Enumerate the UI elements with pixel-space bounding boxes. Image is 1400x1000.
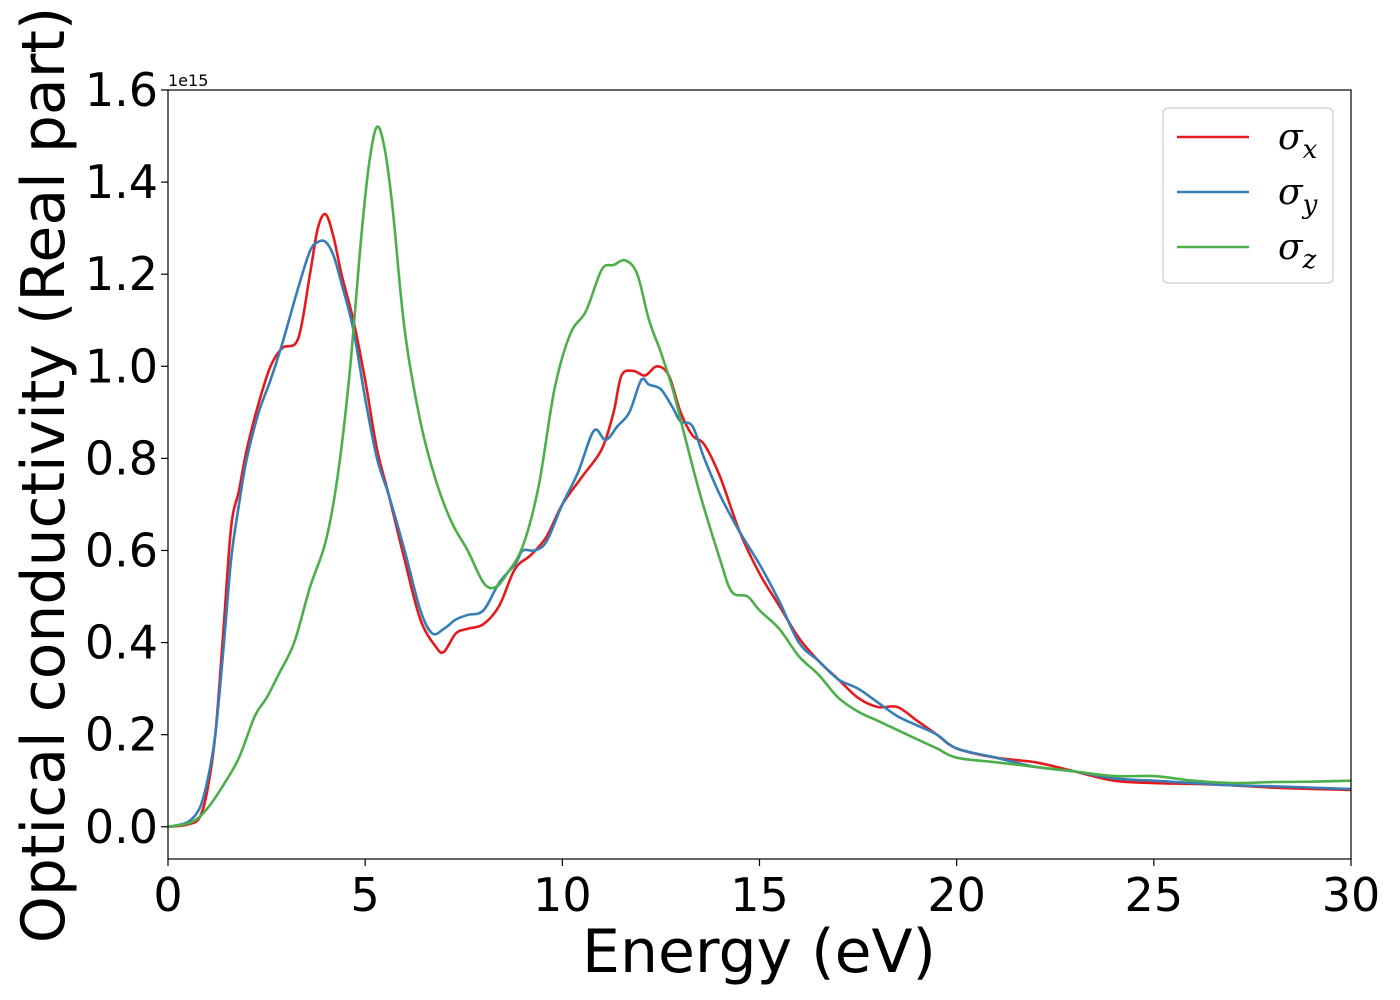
- y-tick-label: 0.6: [85, 523, 158, 577]
- x-tick-label: 15: [730, 868, 789, 922]
- legend-symbol: σ: [1278, 172, 1304, 213]
- y-tick-label: 1.2: [85, 247, 158, 301]
- y-tick-label: 0.0: [85, 800, 158, 854]
- series-line-y: [168, 239, 1351, 829]
- y-tick-label: 1.0: [85, 339, 158, 393]
- x-tick-label: 5: [351, 868, 380, 922]
- y-tick-label: 0.4: [85, 616, 158, 670]
- x-axis: 0 5 10 15 20 25 30: [153, 859, 1380, 922]
- x-tick-label: 30: [1322, 868, 1381, 922]
- y-axis: 0.0 0.2 0.4 0.6 0.8 1.0 1.2 1.4 1.6: [85, 63, 168, 854]
- x-tick-label: 25: [1125, 868, 1184, 922]
- y-tick-label: 1.6: [85, 63, 158, 117]
- y-tick-label: 0.2: [85, 708, 158, 762]
- legend-subscript: x: [1303, 135, 1318, 165]
- plot-area: [167, 89, 1352, 860]
- legend-subscript: z: [1302, 245, 1317, 275]
- x-axis-title: Energy (eV): [582, 917, 936, 987]
- legend-label-y: σy: [1278, 172, 1318, 220]
- y-offset-label: 1e15: [168, 71, 208, 90]
- legend-frame: [1162, 107, 1334, 284]
- y-tick-label: 0.8: [85, 431, 158, 485]
- legend-subscript: y: [1302, 190, 1318, 220]
- x-tick-label: 10: [533, 868, 592, 922]
- legend-label-x: σx: [1278, 117, 1318, 165]
- x-tick-label: 0: [153, 868, 182, 922]
- legend-label-z: σz: [1278, 227, 1317, 275]
- series-line-z: [168, 125, 1351, 829]
- x-tick-label: 20: [927, 868, 986, 922]
- y-tick-label: 1.4: [85, 155, 158, 209]
- legend-symbol: σ: [1278, 117, 1304, 158]
- legend-symbol: σ: [1278, 227, 1304, 268]
- series-layer: [168, 125, 1351, 829]
- y-axis-title: Optical conductivity (Real part): [9, 7, 79, 944]
